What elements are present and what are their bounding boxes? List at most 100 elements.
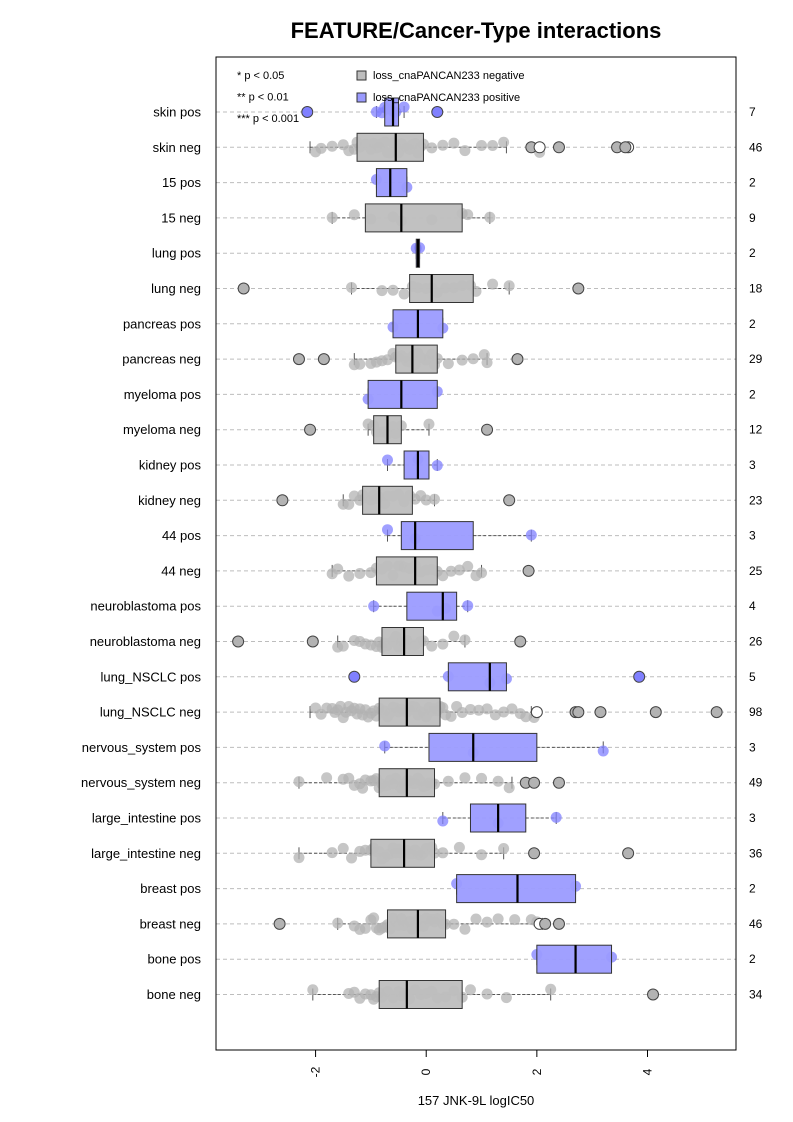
data-point	[509, 914, 521, 926]
data-point	[426, 142, 438, 154]
row-count: 2	[749, 882, 756, 896]
data-point	[448, 630, 460, 642]
outlier-point	[237, 282, 250, 295]
row-label: 44 neg	[161, 563, 201, 578]
box	[400, 521, 474, 551]
data-point	[456, 707, 468, 719]
chart-title: FEATURE/Cancer-Type interactions	[291, 18, 662, 43]
outlier-point	[503, 494, 516, 507]
box	[375, 168, 408, 198]
data-point	[464, 703, 476, 715]
data-point	[448, 137, 460, 149]
data-point	[437, 847, 449, 859]
data-point	[437, 815, 449, 827]
outlier-point	[522, 564, 535, 577]
box	[375, 556, 438, 586]
row-count: 2	[749, 952, 756, 966]
x-tick-label: -2	[309, 1066, 323, 1077]
data-point	[498, 706, 510, 718]
data-point	[476, 849, 488, 861]
outlier-point	[306, 635, 319, 648]
row-count: 2	[749, 317, 756, 331]
data-point	[453, 564, 465, 576]
row-label: myeloma neg	[123, 422, 201, 437]
box	[386, 909, 447, 939]
row-count: 3	[749, 458, 756, 472]
row-label: nervous_system pos	[82, 740, 202, 755]
outlier-point	[572, 282, 585, 295]
data-point	[476, 772, 488, 784]
row-count: 2	[749, 387, 756, 401]
row-label: neuroblastoma neg	[90, 634, 201, 649]
data-point	[520, 711, 532, 723]
data-point	[293, 776, 305, 788]
box	[447, 662, 507, 692]
data-point	[354, 568, 366, 580]
outlier-point	[539, 917, 552, 930]
data-point	[459, 923, 471, 935]
outlier-point	[552, 776, 565, 789]
data-point	[368, 912, 380, 924]
row-count: 12	[749, 423, 763, 437]
x-tick-label: 2	[530, 1068, 544, 1075]
row-count: 2	[749, 246, 756, 260]
data-point	[459, 772, 471, 784]
data-point	[492, 775, 504, 787]
row-label: skin pos	[153, 105, 201, 120]
outlier-point	[594, 706, 607, 719]
outlier-layer	[232, 106, 723, 1001]
data-point	[442, 775, 454, 787]
row-label: bone neg	[147, 987, 201, 1002]
row-count: 3	[749, 811, 756, 825]
outlier-point	[301, 106, 314, 118]
data-point	[550, 811, 562, 823]
data-point	[481, 703, 493, 715]
data-point	[462, 560, 474, 572]
data-point	[481, 357, 493, 369]
row-label: 15 neg	[161, 210, 201, 225]
box	[536, 944, 613, 974]
data-point	[429, 493, 441, 505]
data-point	[381, 524, 393, 536]
outlier-point	[530, 706, 543, 719]
data-point	[326, 140, 338, 152]
row-count: 34	[749, 988, 763, 1002]
row-label: lung pos	[152, 246, 202, 261]
legend-swatch	[356, 92, 367, 103]
row-count: 7	[749, 105, 756, 119]
row-label: lung neg	[151, 281, 201, 296]
row-count: 18	[749, 282, 763, 296]
data-point	[315, 142, 327, 154]
row-count: 26	[749, 635, 763, 649]
row-label: pancreas neg	[122, 352, 201, 367]
row-count: 5	[749, 670, 756, 684]
row-count: 9	[749, 211, 756, 225]
box	[456, 874, 577, 904]
outlier-point	[572, 706, 585, 719]
data-point	[332, 563, 344, 575]
row-count: 25	[749, 564, 763, 578]
box	[362, 485, 413, 515]
plot-frame	[215, 56, 737, 1051]
data-point	[431, 459, 443, 471]
row-count: 29	[749, 352, 763, 366]
data-point	[337, 842, 349, 854]
outlier-point	[649, 706, 662, 719]
data-point	[597, 745, 609, 757]
outlier-point	[514, 635, 527, 648]
outlier-point	[647, 988, 660, 1001]
data-point	[498, 842, 510, 854]
data-point	[453, 841, 465, 853]
data-point	[437, 638, 449, 650]
row-label: breast neg	[140, 916, 201, 931]
legend-swatch	[356, 70, 367, 81]
data-point	[337, 640, 349, 652]
box-layer	[356, 97, 613, 1009]
box	[409, 274, 474, 303]
legend: * p < 0.05 ** p < 0.01 *** p < 0.001 loss_c…	[237, 70, 524, 125]
outlier-point	[431, 106, 444, 118]
data-point	[423, 418, 435, 430]
outlier-point	[619, 141, 632, 154]
label-layer: skin pos 7 skin neg 46 15 pos 2 15 neg 9 lung po…	[81, 105, 763, 1003]
